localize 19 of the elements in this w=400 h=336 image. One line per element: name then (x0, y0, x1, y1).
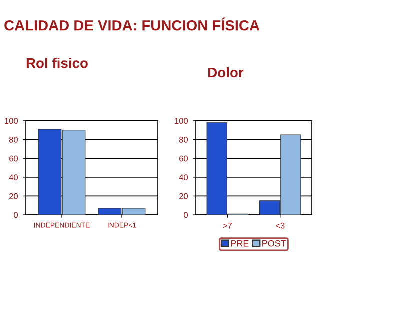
legend-label: POST (262, 240, 286, 247)
y-tick-label: 100 (175, 118, 188, 124)
chart-title: Dolor (208, 67, 244, 78)
chart-subtitle: Rol fisico (26, 58, 88, 68)
y-tick-label: 100 (5, 118, 18, 124)
y-tick-label: 0 (14, 212, 18, 218)
y-tick-label: 20 (180, 193, 188, 200)
y-tick-label: 20 (10, 193, 18, 200)
y-tick-label: 0 (184, 212, 188, 218)
y-tick-label: 40 (9, 174, 18, 181)
y-tick-label: 60 (10, 156, 18, 162)
x-tick-label: <3 (276, 222, 285, 229)
y-tick-label: 80 (179, 136, 188, 143)
chart-title: CALIDAD DE VIDA: FUNCION FÍSICA (4, 18, 260, 31)
y-tick-label: 80 (9, 136, 18, 143)
x-tick-label: >7 (223, 222, 232, 229)
y-tick-label: 40 (179, 174, 188, 181)
y-tick-label: 60 (180, 156, 188, 162)
legend-label: PRE (231, 240, 249, 247)
